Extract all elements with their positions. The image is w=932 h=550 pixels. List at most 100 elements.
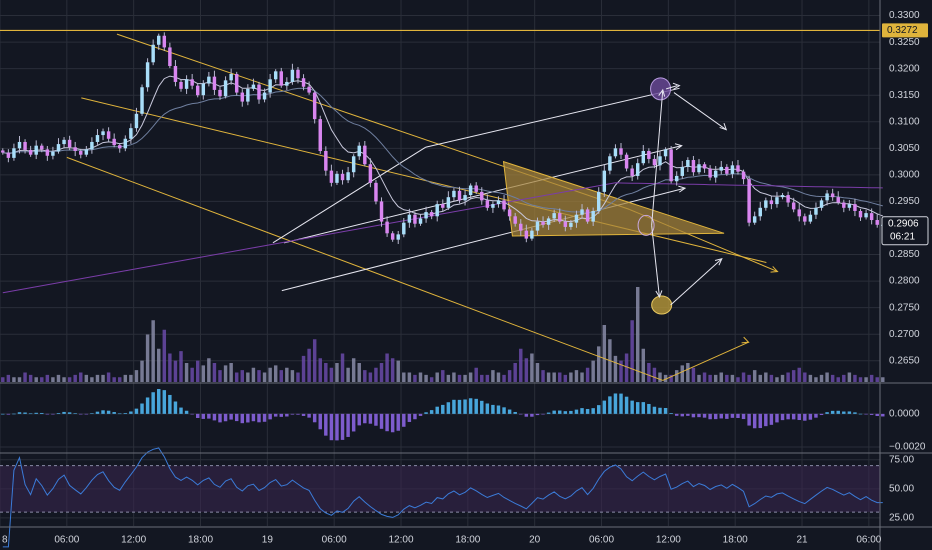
candle-body [402,222,406,235]
candle-body [819,200,824,208]
candle-body [730,165,735,174]
volume-bar [402,372,406,382]
candle-body [635,163,640,176]
candle-body [624,154,629,169]
candle-body [190,79,194,86]
macd-bar [847,411,852,414]
volume-bar [413,374,417,382]
macd-bar [635,402,640,414]
volume-bar [67,377,72,382]
macd-bar [630,400,634,414]
candle-body [413,214,417,224]
candle-body [73,147,77,151]
rsi-tick-label: 25.00 [889,513,914,524]
macd-bar [708,413,712,420]
candle-body [201,83,206,96]
macd-bar [324,413,328,436]
macd-bar [491,404,495,414]
volume-bar [485,374,490,382]
macd-bar [140,403,144,414]
macd-bar [791,413,796,420]
price-tick-label: 0.2950 [889,196,920,207]
macd-bar [764,413,768,427]
candle-body [40,145,44,150]
macd-bar [190,413,194,415]
macd-bar [602,400,607,414]
volume-bars [1,287,885,382]
candle-body [602,170,607,192]
volume-bar [157,348,161,382]
volume-bar [591,360,595,382]
drawings-front[interactable] [637,77,728,315]
candle-body [385,221,389,234]
volume-bar [702,372,707,382]
volume-bar [251,367,256,382]
volume-bar [246,372,250,382]
candle-body [686,160,690,167]
candle-body [17,141,22,149]
price-tick-label: 0.3050 [889,143,920,154]
volume-bar [173,360,178,382]
volume-bar [424,374,428,382]
candle-body [702,164,707,169]
volume-bar [513,363,517,382]
volume-bar [825,372,829,382]
macd-bar [51,413,55,415]
macd-bar [875,413,879,417]
macd-bar [853,412,857,414]
candle-body [6,152,11,158]
volume-bar [869,374,874,382]
macd-bar [457,399,462,414]
candle-body [129,128,133,139]
volume-bar [808,374,813,382]
candle-body [28,149,33,155]
volume-bar [563,374,568,382]
candle-body [847,204,852,208]
volume-bar [480,374,484,382]
macd-bar [218,413,222,423]
volume-bar [519,348,523,382]
rsi-band-fill [0,465,880,513]
candle-body [246,88,250,102]
macd-bar [524,413,529,417]
macd-bar [396,413,400,431]
macd-bar [580,408,584,414]
volume-bar [79,372,83,382]
candle-body [79,150,83,155]
volume-bar [819,374,824,382]
volume-bar [858,377,863,382]
macd-tick-label: −0.0020 [889,442,926,453]
volume-bar [56,374,61,382]
last-price-label: 0.2906 [888,218,919,229]
macd-bar [446,402,451,414]
candle-body [736,165,740,172]
volume-bar [84,374,89,382]
candle-body [324,150,328,171]
volume-bar [635,287,640,382]
ema-slow-line [2,87,883,214]
macd-bar [869,413,874,415]
candle-body [524,230,529,239]
candle-body [151,44,155,63]
price-axis[interactable]: 0.3300 0.3250 0.3200 0.3150 0.3100 0.3050 0.30… [881,10,929,524]
arrow-head [655,290,663,299]
macd-bar [95,411,100,414]
macd-bar [207,413,211,419]
macd-bar [368,413,373,424]
macd-bar [597,405,601,414]
macd-bar [402,413,406,427]
volume-bar [530,353,534,382]
volume-bar [418,372,423,382]
candle-body [875,220,879,225]
level-price-label: 0.3272 [887,25,918,36]
macd-bar [725,413,729,419]
arrow-head [658,88,666,97]
macd-bar [257,413,261,423]
volume-bar [368,372,373,382]
macd-bar [424,412,428,414]
candle-body [830,193,835,198]
time-axis[interactable]: 8 06:00 12:00 18:00 19 06:00 12:00 18:00 20 06:00… [2,535,882,546]
candle-body [725,166,729,174]
volume-bar [797,367,801,382]
